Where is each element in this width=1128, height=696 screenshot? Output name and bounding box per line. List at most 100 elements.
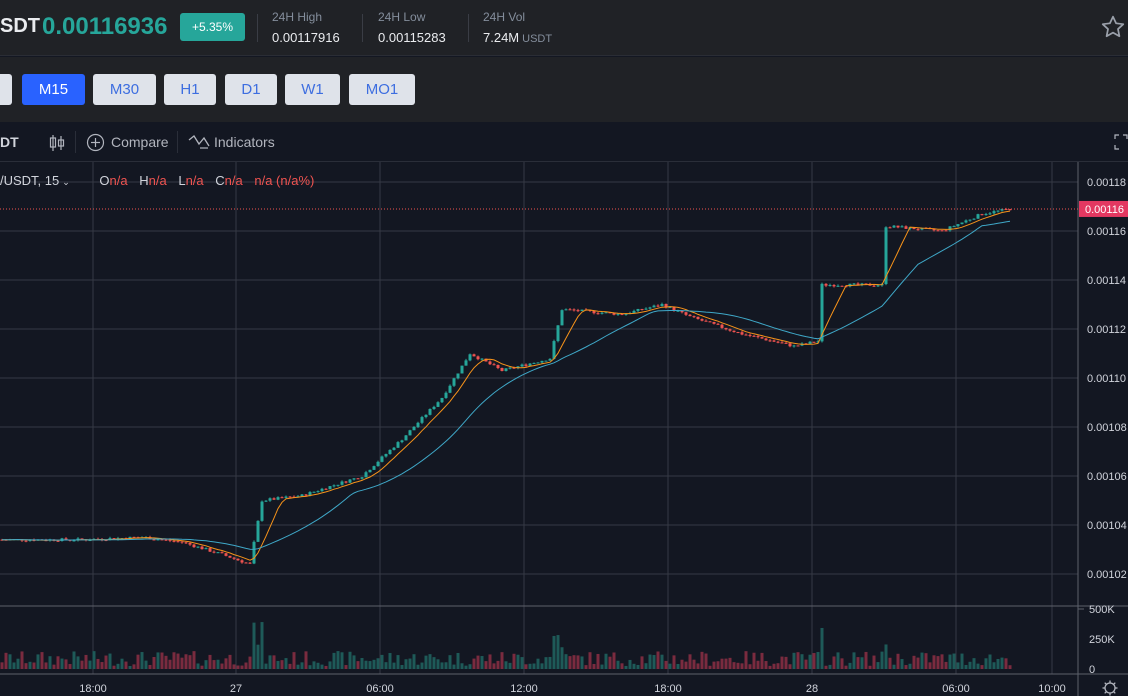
chevron-down-icon[interactable]: ⌄ <box>62 177 70 187</box>
candle-body <box>792 345 796 347</box>
symbol-search[interactable]: DT <box>0 134 19 150</box>
volume-bars <box>0 622 1012 669</box>
time-tick-label: 06:00 <box>366 683 394 695</box>
candle-body <box>764 338 768 341</box>
volume-bar <box>228 654 232 669</box>
compare-button[interactable]: Compare <box>111 134 169 150</box>
market-header: SDT 0.00116936 +5.35% 24H High 0.0011791… <box>0 0 1128 56</box>
price-chart[interactable]: 0.00118 0.00116 0.00114 0.00112 0.00110 0.001… <box>0 162 1128 696</box>
volume-bar <box>132 664 136 669</box>
volume-bar <box>612 652 616 669</box>
indicators-button[interactable]: Indicators <box>214 134 275 150</box>
volume-bar <box>48 656 52 669</box>
volume-bar <box>976 663 980 669</box>
volume-bar <box>1004 658 1008 669</box>
candle-body <box>808 341 812 344</box>
time-tick-label: 18:00 <box>79 683 107 695</box>
volume-bar <box>148 664 152 669</box>
timeframe-h1[interactable]: H1 <box>164 74 216 105</box>
timeframe-m15[interactable]: M15 <box>22 74 85 105</box>
volume-bar <box>980 665 984 669</box>
candle-body <box>324 488 328 490</box>
candle-body <box>904 226 908 229</box>
volume-bar <box>636 664 640 669</box>
volume-bar <box>40 652 44 669</box>
candle-body <box>608 312 612 314</box>
volume-bar <box>404 659 408 669</box>
volume-bar <box>832 656 836 669</box>
fullscreen-icon[interactable] <box>1114 134 1128 150</box>
favorite-star-icon[interactable] <box>1100 14 1126 40</box>
candle-body <box>72 540 76 542</box>
compare-plus-icon[interactable] <box>86 133 105 152</box>
candle-body <box>300 494 304 497</box>
candle-body <box>448 385 452 393</box>
price-tick-label: 0.00116 <box>1087 226 1126 238</box>
price-tick-label: 0.00106 <box>1087 471 1127 483</box>
candle-body <box>572 309 576 311</box>
candle-body <box>64 538 68 540</box>
candle-body <box>660 303 664 307</box>
volume-bar <box>308 665 312 669</box>
candle-body <box>976 214 980 219</box>
volume-bar <box>576 655 580 669</box>
candle-body <box>720 324 724 328</box>
candle-body <box>708 321 712 323</box>
candle-body <box>224 553 228 556</box>
volume-bar <box>528 663 532 669</box>
volume-bar <box>352 655 356 669</box>
vol-unit: USDT <box>522 33 553 45</box>
change-badge: +5.35% <box>180 13 245 41</box>
volume-tick-label: 250K <box>1089 634 1115 646</box>
timeframe-mo1[interactable]: MO1 <box>349 74 415 105</box>
volume-bar <box>52 664 56 669</box>
candle-body <box>760 337 764 339</box>
volume-bar <box>924 653 928 669</box>
price-tick-label: 0.00104 <box>1087 520 1127 532</box>
candle-style-icon[interactable] <box>48 134 66 152</box>
volume-bar <box>656 651 660 669</box>
candle-body <box>428 409 432 415</box>
volume-bar <box>520 657 524 669</box>
volume-bar <box>104 655 108 669</box>
volume-bar <box>932 655 936 669</box>
candle-body <box>864 283 868 285</box>
timeframe-d1[interactable]: D1 <box>225 74 277 105</box>
timeframe-m30[interactable]: M30 <box>93 74 156 105</box>
candle-body <box>280 497 284 499</box>
candle-body <box>436 402 440 407</box>
candle-body <box>752 335 756 337</box>
candle-body <box>996 210 1000 212</box>
volume-bar <box>852 652 856 669</box>
volume-bar <box>624 665 628 669</box>
legend-low-value: n/a <box>185 173 204 188</box>
candle-body <box>432 406 436 410</box>
candle-body <box>820 283 824 342</box>
candle-body <box>168 539 172 541</box>
volume-bar <box>80 660 84 669</box>
candle-body <box>360 477 364 479</box>
candle-body <box>512 367 516 369</box>
candle-body <box>204 548 208 550</box>
candle-body <box>444 392 448 398</box>
candle-body <box>196 546 200 548</box>
candle-body <box>332 485 336 487</box>
timeframe-button[interactable] <box>0 74 12 105</box>
volume-bar <box>76 656 80 669</box>
volume-bar <box>928 662 932 669</box>
vol-value: 7.24M <box>483 30 520 45</box>
candle-body <box>652 305 656 308</box>
ma-fast-line <box>1 210 1011 561</box>
volume-bar <box>488 654 492 669</box>
candle-body <box>972 218 976 220</box>
candle-body <box>24 540 28 542</box>
timeframe-w1[interactable]: W1 <box>285 74 340 105</box>
candle-body <box>776 341 780 343</box>
candle-body <box>388 449 392 455</box>
candle-body <box>756 336 760 338</box>
indicators-icon[interactable] <box>188 134 210 152</box>
volume-bar <box>396 655 400 669</box>
price-axis: 0.00118 0.00116 0.00114 0.00112 0.00110 0.001… <box>0 162 1128 696</box>
volume-bar <box>440 662 444 669</box>
volume-bar <box>268 655 272 669</box>
